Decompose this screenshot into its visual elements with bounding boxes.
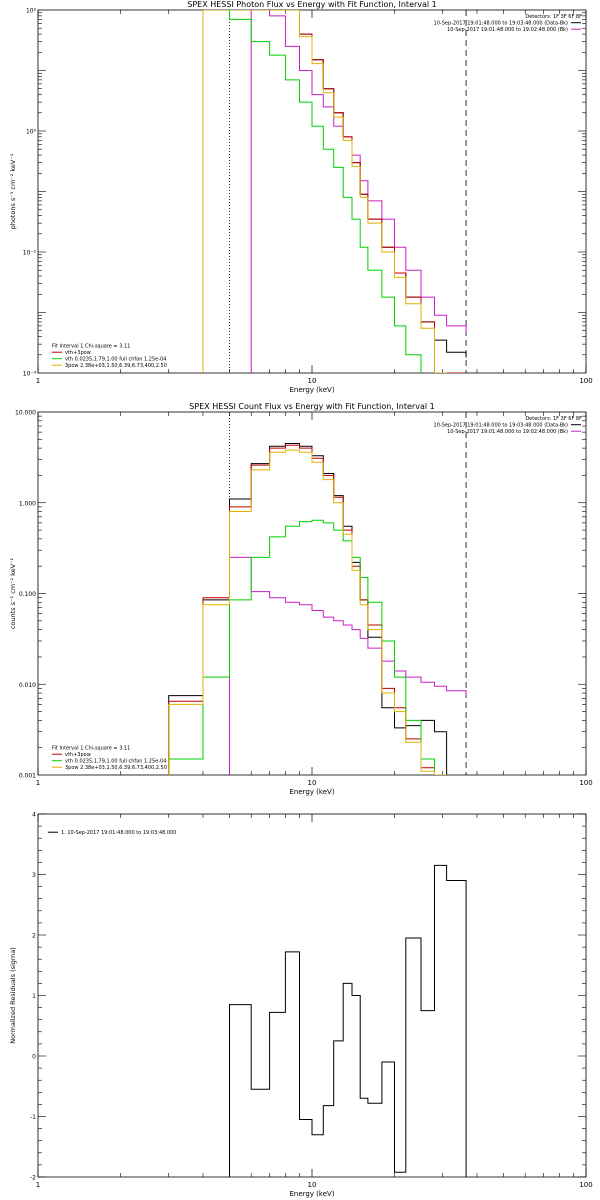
legend-entry: 10-Sep-2017 19:01:48.000 to 19:02:48.000… xyxy=(447,429,568,435)
y-tick-label: 1.000 xyxy=(19,500,36,507)
series-line-1 xyxy=(168,443,448,775)
series-group xyxy=(202,10,467,373)
y-tick-label: -1 xyxy=(30,1114,36,1121)
legend-entry: vth+3pow xyxy=(65,752,91,758)
y-axis-label: photons s⁻¹ cm⁻² keV⁻¹ xyxy=(9,153,17,229)
legend-entry: Detectors: 1F 3F 6F 8F xyxy=(525,416,582,422)
x-tick-label: 10 xyxy=(308,779,317,787)
chart-panel-3: 1 10 100 Energy (keV) -2 -1 0 1 2 3 4 Normalized Re… xyxy=(9,812,593,1199)
legend-entry: 3pow 2.38e+03,1.50,6.39,6.73,400,2.50 xyxy=(65,765,167,771)
legend-legend_top: 1. 10-Sep-2017 19:01:48.000 to 19:03:48.… xyxy=(48,830,176,836)
y-tick-label: 3 xyxy=(32,872,36,879)
x-axis-label: Energy (keV) xyxy=(289,386,334,394)
series-line-4 xyxy=(202,10,422,373)
x-tick-label: 10 xyxy=(308,377,317,385)
y-tick-label: 1 xyxy=(32,993,36,1000)
x-tick-label: 1 xyxy=(36,1181,40,1189)
y-tick-label: 2 xyxy=(32,933,36,940)
legend-entry: Fit Interval 1 Chi-square = 3.11 xyxy=(52,344,130,350)
legend-legend_bottom: Fit Interval 1 Chi-square = 3.11vth+3pow… xyxy=(52,344,167,369)
plot-frame xyxy=(37,9,587,374)
legend-entry: vth+3pow xyxy=(65,350,91,356)
y-tick-label: -2 xyxy=(30,1175,36,1182)
y-tick-label: 10⁰ xyxy=(26,129,37,136)
y-tick-label: 10⁻² xyxy=(23,250,37,257)
y-axis-label: counts s⁻¹ cm⁻² keV⁻¹ xyxy=(9,557,17,629)
x-tick-label: 1 xyxy=(36,377,40,385)
y-tick-label: 10⁻⁴ xyxy=(23,371,37,378)
y-tick-label: 10.000 xyxy=(15,410,36,417)
legend-legend_bottom: Fit Interval 1 Chi-square = 3.11vth+3pow… xyxy=(52,746,167,771)
chart-title: SPEX HESSI Photon Flux vs Energy with Fi… xyxy=(187,0,437,9)
y-tick-label: 0.010 xyxy=(19,682,36,689)
legend-entry: Detectors: 1F 3F 6F 8F xyxy=(525,14,582,20)
series-line-4 xyxy=(168,519,435,775)
series-line-5 xyxy=(202,10,447,373)
chart-title: SPEX HESSI Count Flux vs Energy with Fit… xyxy=(189,402,434,411)
legend-entry: 10-Sep-2017 19:01:48.000 to 19:03:48.000… xyxy=(434,423,569,429)
legend-entry: 10-Sep-2017 19:01:48.000 to 19:03:48.000… xyxy=(434,21,569,27)
series-line-1 xyxy=(202,10,467,373)
plot-frame xyxy=(37,411,587,776)
series-line-2 xyxy=(229,556,467,775)
legend-entry: vth 0.0235,1.79,1.00 full chfan 1.25e-04 xyxy=(65,759,166,765)
legend-entry: 1. 10-Sep-2017 19:01:48.000 to 19:03:48.… xyxy=(61,830,176,836)
series-group xyxy=(168,443,467,775)
x-axis-label: Energy (keV) xyxy=(289,788,334,796)
legend-entry: 10-Sep-2017 19:01:48.000 to 19:02:48.000… xyxy=(447,27,568,33)
x-tick-label: 100 xyxy=(579,377,592,385)
y-tick-label: 10² xyxy=(26,8,37,15)
x-tick-label: 1 xyxy=(36,779,40,787)
x-tick-label: 100 xyxy=(579,779,592,787)
x-tick-label: 100 xyxy=(579,1181,592,1189)
series-line-3 xyxy=(168,444,447,775)
x-axis-label: Energy (keV) xyxy=(289,1190,334,1198)
y-tick-label: 0.001 xyxy=(19,773,36,780)
legend-entry: vth 0.0235,1.79,1.00 full chfan 1.25e-04 xyxy=(65,357,166,363)
series-line-5 xyxy=(168,449,447,775)
legend-entry: Fit Interval 1 Chi-square = 3.11 xyxy=(52,746,130,752)
y-tick-label: 4 xyxy=(32,812,36,819)
series-line-1 xyxy=(229,864,467,1177)
chart-panel-1: SPEX HESSI Photon Flux vs Energy with Fi… xyxy=(9,0,593,394)
series-group xyxy=(229,864,467,1177)
chart-panel-2: SPEX HESSI Count Flux vs Energy with Fit… xyxy=(9,402,593,796)
series-line-3 xyxy=(202,10,467,373)
legend-entry: 3pow 2.38e+03,1.50,6.39,6.73,400,2.50 xyxy=(65,363,167,369)
series-line-2 xyxy=(250,10,467,373)
y-axis-label: Normalized Residuals (sigma) xyxy=(9,947,17,1044)
x-tick-label: 10 xyxy=(308,1181,317,1189)
y-tick-label: 0.100 xyxy=(19,591,36,598)
y-tick-label: 0 xyxy=(32,1054,36,1061)
